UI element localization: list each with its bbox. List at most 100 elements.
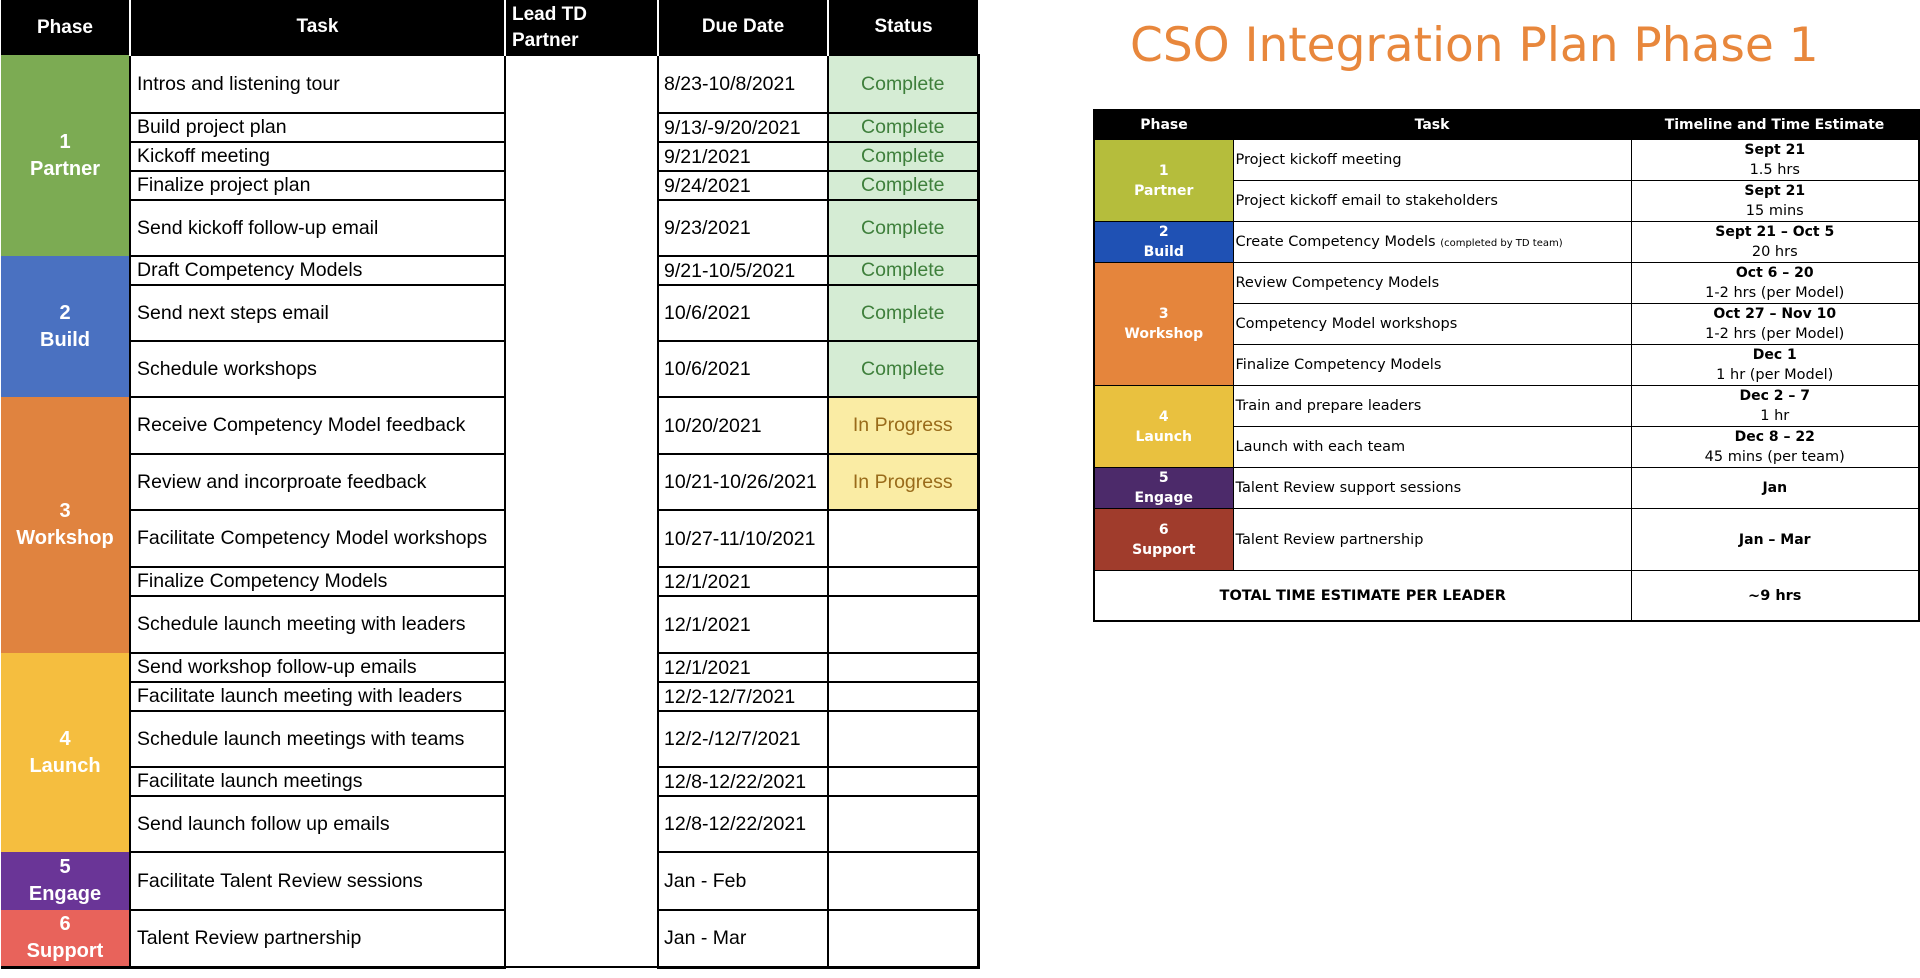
due-date-cell: 10/6/2021 [657, 284, 829, 342]
plan-time-cell: Sept 21 – Oct 5 20 hrs [1630, 221, 1920, 263]
task-cell: Send kickoff follow-up email [129, 199, 506, 257]
plan-row: 1 Partner Project kickoff meeting Sept 2… [1093, 139, 1920, 222]
integration-plan-table: Phase Task Timeline and Time Estimate 1 … [1093, 109, 1920, 622]
table-row: Send kickoff follow-up email 9/23/2021 C… [1, 199, 980, 257]
phase-name: Engage [1134, 490, 1193, 506]
plan-estimate: 1-2 hrs (per Model) [1705, 285, 1845, 301]
task-cell: Facilitate Competency Model workshops [129, 509, 506, 568]
phase-number: 6 [1158, 521, 1169, 538]
phase-number: 2 [1158, 224, 1169, 240]
table-row: Review and incorproate feedback 10/21-10… [1, 453, 980, 511]
tracker-header-lead: Lead TD Partner [504, 0, 658, 55]
plan-time-cell: Sept 21 15 mins [1630, 180, 1920, 222]
task-cell: Schedule launch meeting with leaders [129, 595, 506, 654]
tracker-header-status: Status [827, 0, 978, 55]
phase-cell-support: 6 Support [1, 910, 131, 969]
table-row: Facilitate launch meetings 12/8-12/22/20… [1, 766, 980, 797]
plan-date: Sept 21 [1744, 183, 1806, 199]
lead-td-partner-column [504, 54, 659, 968]
due-date-cell: 10/20/2021 [657, 396, 829, 455]
status-cell [827, 566, 980, 597]
plan-row: Finalize Competency Models Dec 1 1 hr (p… [1094, 344, 1920, 386]
plan-time-cell: Sept 21 1.5 hrs [1630, 139, 1920, 181]
status-cell: Complete [827, 141, 980, 172]
table-row: Schedule launch meeting with leaders 12/… [1, 595, 980, 654]
status-cell [827, 795, 980, 853]
plan-estimate: 1-2 hrs (per Model) [1705, 326, 1845, 342]
status-cell [827, 766, 980, 797]
due-date-cell: 12/1/2021 [657, 566, 829, 597]
table-row: Finalize project plan 9/24/2021 Complete [1, 170, 980, 201]
plan-date: Dec 1 [1752, 347, 1797, 363]
phase-number: 3 [1158, 306, 1169, 322]
status-cell [827, 681, 980, 712]
plan-row: Launch with each team Dec 8 – 22 45 mins… [1094, 426, 1920, 468]
plan-phase-build: 2 Build [1093, 221, 1234, 263]
due-date-cell: 10/27-11/10/2021 [657, 509, 829, 568]
plan-header-phase: Phase [1094, 110, 1233, 140]
due-date-cell: 12/1/2021 [657, 652, 829, 683]
table-row: Send next steps email 10/6/2021 Complete [1, 284, 980, 342]
due-date-cell: Jan - Mar [657, 909, 829, 969]
due-date-cell: 9/13/-9/20/2021 [657, 112, 829, 143]
due-date-cell: 9/24/2021 [657, 170, 829, 201]
phase-number: 5 [59, 856, 71, 878]
plan-time-cell: Dec 8 – 22 45 mins (per team) [1630, 426, 1920, 468]
phase-name: Launch [29, 754, 101, 777]
due-date-cell: 12/2-12/7/2021 [657, 681, 829, 712]
table-row: 5 Engage Facilitate Talent Review sessio… [1, 851, 980, 911]
due-date-cell: Jan - Feb [657, 851, 829, 911]
due-date-cell: 12/1/2021 [657, 595, 829, 654]
plan-row: 3 Workshop Review Competency Models Oct … [1093, 262, 1920, 386]
phase-number: 4 [59, 727, 71, 750]
phase-name: Workshop [1124, 326, 1204, 342]
task-cell: Facilitate Talent Review sessions [129, 851, 506, 911]
table-row: 6 Support Talent Review partnership Jan … [1, 909, 980, 969]
plan-task-cell: Finalize Competency Models [1232, 344, 1632, 386]
table-row: Schedule workshops 10/6/2021 Complete [1, 340, 980, 398]
plan-time-cell: Dec 1 1 hr (per Model) [1630, 344, 1920, 386]
plan-task-cell: Talent Review partnership [1232, 508, 1632, 571]
plan-task-cell: Create Competency Models (completed by T… [1232, 221, 1632, 263]
task-cell: Send launch follow up emails [129, 795, 506, 853]
task-cell: Finalize project plan [129, 170, 506, 201]
plan-header-time: Timeline and Time Estimate [1631, 110, 1919, 140]
plan-task-cell: Talent Review support sessions [1232, 467, 1632, 509]
plan-header-row: Phase Task Timeline and Time Estimate [1094, 110, 1919, 140]
phase-number: 1 [1158, 162, 1169, 179]
phase-name: Engage [28, 883, 102, 905]
status-cell [827, 909, 980, 969]
status-cell [827, 710, 980, 768]
plan-estimate: 1 hr [1760, 408, 1790, 424]
due-date-cell: 9/21-10/5/2021 [657, 255, 829, 286]
table-row: Schedule launch meetings with teams 12/2… [1, 710, 980, 768]
phase-cell-workshop: 3 Workshop [1, 397, 131, 653]
plan-row: 5 Engage Talent Review support sessions … [1093, 467, 1920, 509]
status-cell: Complete [827, 54, 980, 114]
status-cell: Complete [827, 199, 980, 257]
plan-estimate: 45 mins (per team) [1704, 449, 1845, 465]
phase-name: Partner [29, 157, 101, 180]
plan-header-task: Task [1233, 110, 1631, 140]
phase-name: Support [26, 939, 104, 962]
table-row: 1 Partner Intros and listening tour 8/23… [1, 54, 980, 968]
page-title: CSO Integration Plan Phase 1 [1130, 18, 1819, 73]
table-row: 3 Workshop Receive Competency Model feed… [1, 396, 980, 653]
plan-date: Dec 8 – 22 [1734, 429, 1815, 445]
phase-name: Build [40, 328, 90, 351]
tracker-header-due: Due Date [657, 0, 828, 55]
plan-date: Jan – Mar [1738, 531, 1811, 548]
task-cell: Build project plan [129, 112, 506, 143]
table-row: Build project plan 9/13/-9/20/2021 Compl… [1, 112, 980, 143]
plan-time-cell: Jan – Mar [1630, 508, 1920, 571]
status-cell: Complete [827, 112, 980, 143]
table-row: Facilitate Competency Model workshops 10… [1, 509, 980, 568]
status-cell: Complete [827, 284, 980, 342]
plan-task-cell: Project kickoff email to stakeholders [1232, 180, 1632, 222]
plan-row: 4 Launch Train and prepare leaders Dec 2… [1093, 385, 1920, 468]
table-row: Facilitate launch meeting with leaders 1… [1, 681, 980, 712]
task-cell: Kickoff meeting [129, 141, 506, 172]
due-date-cell: 9/21/2021 [657, 141, 829, 172]
task-cell: Intros and listening tour [129, 54, 506, 114]
phase-name: Build [1143, 244, 1184, 260]
